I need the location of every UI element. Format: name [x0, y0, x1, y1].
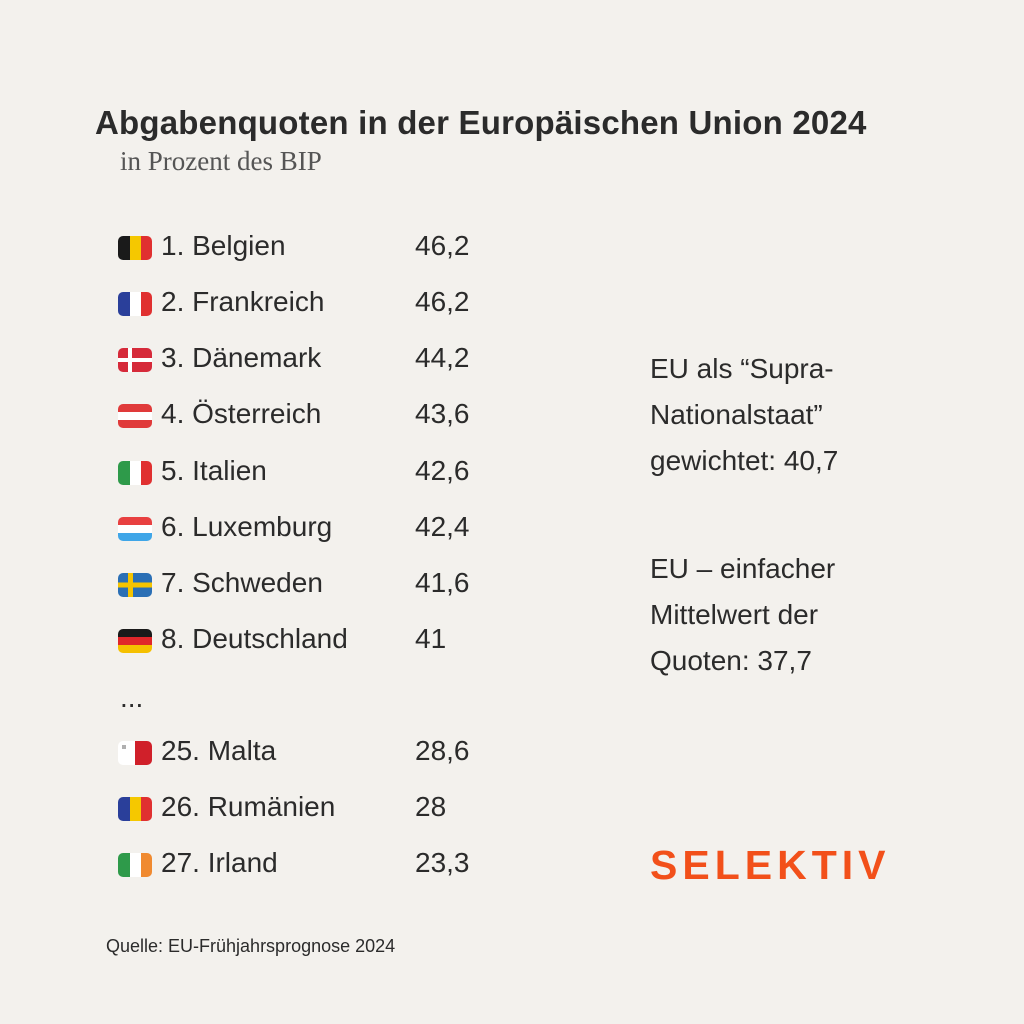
country-label: 7. Schweden [161, 567, 323, 598]
country-label: 1. Belgien [161, 230, 286, 261]
luxembourg-flag-icon [118, 517, 152, 541]
austria-flag-icon [118, 404, 152, 428]
ireland-flag-icon [118, 853, 152, 877]
quota-value: 46,2 [415, 286, 470, 317]
country-label: 6. Luxemburg [161, 511, 333, 542]
quota-value: 28,6 [415, 735, 470, 766]
country-label: 8. Deutschland [161, 623, 348, 654]
country-label: 3. Dänemark [161, 342, 322, 373]
malta-flag-icon [118, 741, 152, 765]
selektiv-logo: SELEKTIV [650, 842, 891, 888]
france-flag-icon [118, 292, 152, 316]
country-label: 4. Österreich [161, 398, 322, 429]
country-label: 26. Rumänien [161, 791, 336, 822]
chart-title: Abgabenquoten in der Europäischen Union … [95, 104, 867, 141]
belgium-flag-icon [118, 236, 152, 260]
eu-mean-note: EU – einfacher Mittelwert der Quoten: 37… [650, 553, 836, 676]
quota-value: 43,6 [415, 398, 470, 429]
quota-value: 28 [415, 791, 447, 822]
quota-value: 41,6 [415, 567, 470, 598]
quota-value: 41 [415, 623, 447, 654]
quota-value: 42,4 [415, 511, 470, 542]
quota-value: 44,2 [415, 342, 470, 373]
germany-flag-icon [118, 629, 152, 653]
chart-subtitle: in Prozent des BIP [120, 146, 322, 176]
quota-value: 46,2 [415, 230, 470, 261]
source-note: Quelle: EU-Frühjahrsprognose 2024 [106, 936, 396, 956]
eu-weighted-note: EU als “Supra- Nationalstaat” gewichtet:… [650, 353, 839, 476]
sweden-flag-icon [118, 573, 152, 597]
quota-value: 42,6 [415, 455, 470, 486]
ellipsis: ... [120, 682, 144, 713]
quota-value: 23,3 [415, 847, 470, 878]
romania-flag-icon [118, 797, 152, 821]
italy-flag-icon [118, 461, 152, 485]
country-label: 5. Italien [161, 455, 267, 486]
country-label: 25. Malta [161, 735, 277, 766]
denmark-flag-icon [118, 348, 152, 372]
country-label: 27. Irland [161, 847, 278, 878]
country-label: 2. Frankreich [161, 286, 325, 317]
